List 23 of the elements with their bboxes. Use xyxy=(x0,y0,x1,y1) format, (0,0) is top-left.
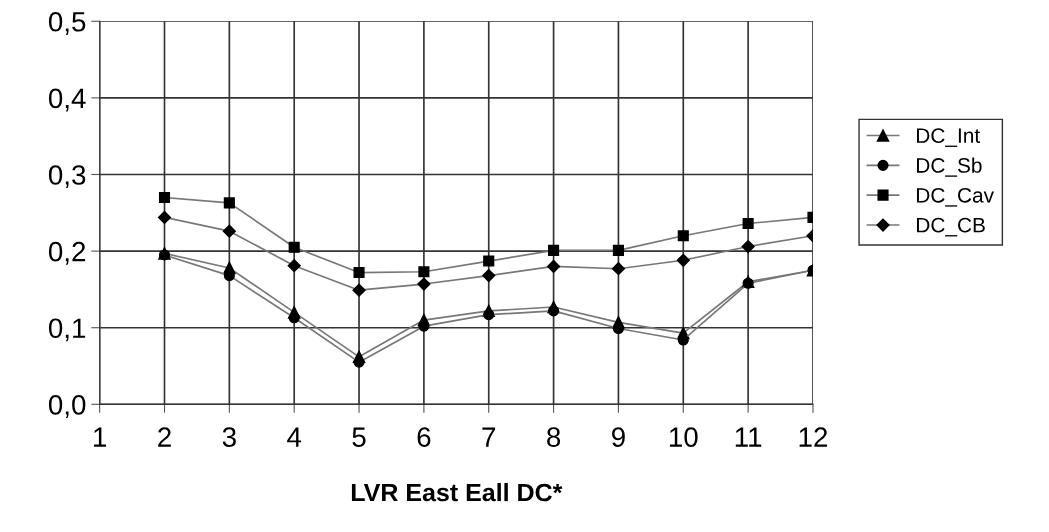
x-tick-label: 8 xyxy=(547,427,561,447)
y-tick-label: 0,1 xyxy=(48,318,86,342)
legend-label: DC_CB xyxy=(917,217,985,237)
x-tick-label: 6 xyxy=(417,427,431,447)
x-tick-label: 10 xyxy=(669,427,698,447)
y-tick-label: 0,4 xyxy=(48,88,86,112)
legend-label: DC_Cav xyxy=(917,187,994,207)
x-tick-label: 2 xyxy=(158,427,171,447)
x-axis-title: LVR East Eall DC* xyxy=(351,482,563,502)
legend-label: DC_Sb xyxy=(917,157,982,177)
y-tick-label: 0,2 xyxy=(48,241,86,265)
x-tick-label: 3 xyxy=(222,427,236,447)
x-tick-label: 5 xyxy=(352,427,366,447)
x-tick-label: 9 xyxy=(612,427,625,447)
x-tick-label: 12 xyxy=(799,427,828,447)
y-tick-label: 0,5 xyxy=(48,11,86,35)
y-tick-label: 0,3 xyxy=(48,165,86,189)
x-tick-label: 7 xyxy=(482,427,496,447)
x-tick-label: 11 xyxy=(735,427,762,447)
x-tick-label: 1 xyxy=(94,427,107,447)
x-tick-label: 4 xyxy=(287,427,302,447)
y-tick-label: 0,0 xyxy=(48,394,86,418)
legend-label: DC_Int xyxy=(917,128,980,147)
